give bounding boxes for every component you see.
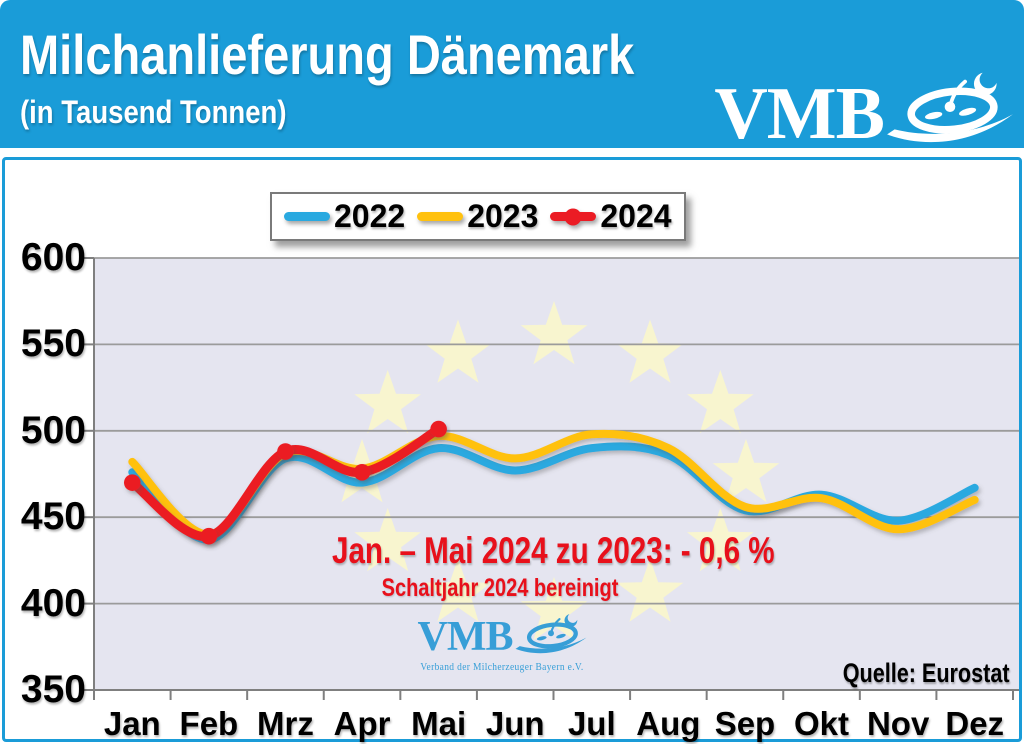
legend-line-sample [417, 212, 464, 221]
chart-legend: 2022 2023 2024 [270, 192, 686, 241]
y-tick-label: 450 [20, 495, 86, 539]
page-subtitle: (in Tausend Tonnen) [20, 94, 287, 130]
x-tick-label: Mrz [257, 705, 314, 742]
x-tick-label: Aug [636, 705, 701, 742]
y-tick-label: 350 [20, 668, 86, 711]
legend-line-sample [550, 208, 597, 225]
header-banner: Milchanlieferung Dänemark (in Tausend To… [0, 0, 1024, 155]
legend-item-2024: 2024 [550, 198, 672, 235]
y-tick-label: 500 [20, 408, 86, 452]
vmb-logo-text: VMB [714, 72, 885, 155]
x-tick-label: Jul [567, 705, 616, 742]
annotation-note: Schaltjahr 2024 bereinigt [381, 574, 619, 602]
x-tick-label: Nov [866, 705, 930, 742]
y-tick-label: 600 [20, 236, 86, 279]
x-tick-label: Dez [945, 705, 1005, 742]
x-tick-label: Jun [485, 705, 545, 742]
legend-label: 2023 [467, 198, 539, 234]
x-tick-label: Okt [794, 705, 850, 742]
watermark-caption: Verband der Milcherzeuger Bayern e.V. [420, 662, 584, 673]
x-tick-label: Mai [411, 705, 467, 742]
legend-item-2023: 2023 [417, 198, 538, 235]
y-tick-label: 550 [20, 322, 86, 366]
legend-label: 2024 [600, 198, 672, 234]
x-tick-label: Apr [333, 705, 391, 742]
vmb-swirl-icon [884, 69, 1014, 148]
watermark-text: VMB [417, 613, 514, 660]
vmb-logo: VMB [714, 72, 1014, 155]
legend-marker-dot [564, 208, 582, 225]
y-tick-label: 400 [20, 581, 86, 625]
legend-label: 2022 [334, 198, 406, 234]
annotation: Jan. – Mai 2024 zu 2023: - 0,6 % Schaltj… [290, 530, 775, 603]
source-label: Quelle: Eurostat [843, 658, 1010, 688]
x-tick-label: Jan [103, 705, 161, 742]
x-tick-label: Feb [179, 705, 239, 742]
legend-item-2022: 2022 [284, 198, 405, 235]
legend-line-sample [284, 212, 330, 221]
page-title: Milchanlieferung Dänemark [20, 23, 635, 86]
vmb-watermark: VMB Verband der Milcherzeuger Bayern e.V… [372, 612, 632, 673]
annotation-main: Jan. – Mai 2024 zu 2023: - 0,6 % [332, 530, 775, 571]
x-tick-label: Sep [714, 705, 776, 742]
vmb-swirl-icon [513, 612, 587, 661]
